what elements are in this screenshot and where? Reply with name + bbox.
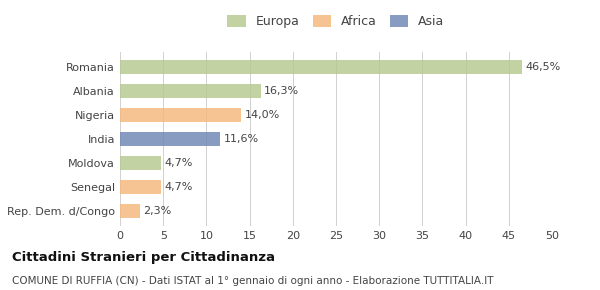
Text: 2,3%: 2,3% — [143, 206, 172, 216]
Text: 14,0%: 14,0% — [244, 110, 280, 120]
Bar — [120, 84, 261, 99]
Bar — [120, 180, 161, 194]
Bar — [120, 132, 220, 146]
Text: 46,5%: 46,5% — [525, 62, 560, 72]
Text: COMUNE DI RUFFIA (CN) - Dati ISTAT al 1° gennaio di ogni anno - Elaborazione TUT: COMUNE DI RUFFIA (CN) - Dati ISTAT al 1°… — [12, 276, 493, 286]
Bar — [120, 204, 140, 218]
Bar — [120, 60, 522, 75]
Text: 4,7%: 4,7% — [164, 182, 193, 192]
Legend: Europa, Africa, Asia: Europa, Africa, Asia — [224, 11, 448, 32]
Text: Cittadini Stranieri per Cittadinanza: Cittadini Stranieri per Cittadinanza — [12, 251, 275, 264]
Bar — [120, 108, 241, 122]
Bar — [120, 156, 161, 170]
Text: 11,6%: 11,6% — [224, 134, 259, 144]
Text: 16,3%: 16,3% — [264, 86, 299, 96]
Text: 4,7%: 4,7% — [164, 158, 193, 168]
